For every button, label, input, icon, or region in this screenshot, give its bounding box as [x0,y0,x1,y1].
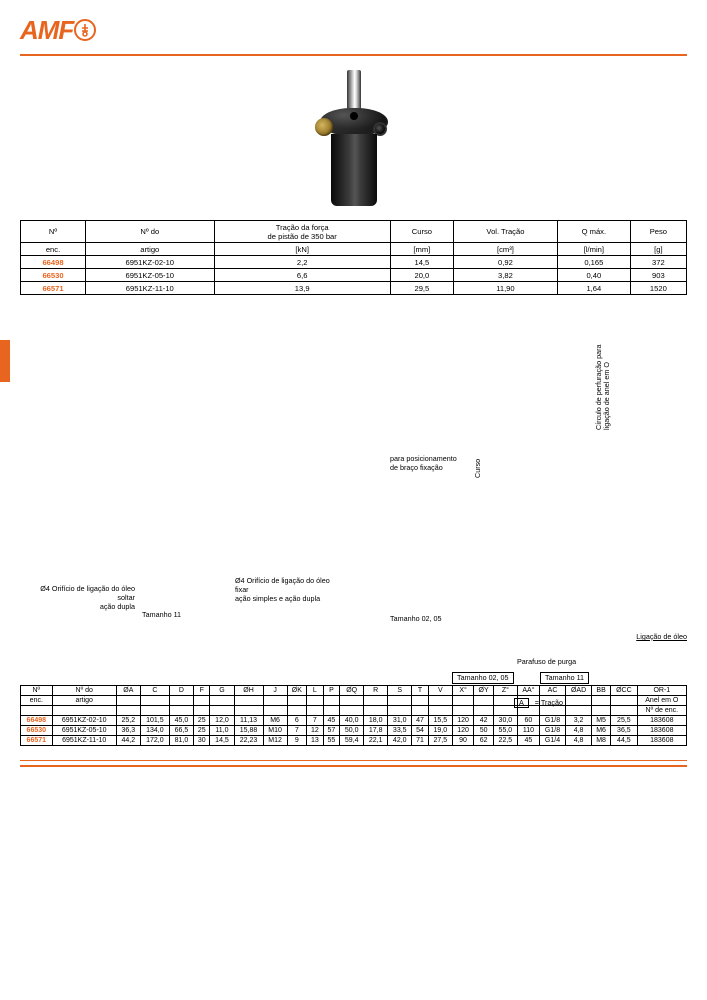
label-ligacao-oleo: Ligação de óleo [636,633,687,641]
label-oil-1a: Ø4 Orifício de ligação do óleo [20,585,135,593]
label-oil-2a: Ø4 Orifício de ligação do óleo [235,577,330,585]
label-circulo-perfuracao: Círculo de perfuração para ligação de an… [595,335,611,430]
label-tamanho-11b: Tamanho 11 [540,672,589,684]
logo-badge-icon [74,19,96,41]
diagram-area: Círculo de perfuração para ligação de an… [20,295,687,685]
spec-table-1: NºNº doTração da forçade pistão de 350 b… [20,220,687,295]
logo: AMF [20,10,687,50]
label-posicionamento-2: de braço fixação [390,464,443,472]
legend-val-tracao: = Tração [535,698,563,707]
dimension-table: NºNº doØACDFGØHJØKLPØQRSTVX°ØYZ°AA°ACØAD… [20,685,687,746]
divider [20,54,687,56]
legend-key-a: A [514,698,529,708]
label-oil-2c: ação simples e ação dupla [235,595,320,603]
side-tab [0,340,10,382]
label-parafuso: Parafuso de purga [517,658,576,666]
product-image [20,60,687,220]
divider [20,760,687,761]
logo-text: AMF [20,15,73,46]
label-tamanho-11a: Tamanho 11 [142,611,181,619]
label-oil-2b: fixar [235,586,249,594]
divider [20,765,687,767]
label-oil-1c: ação dupla [20,603,135,611]
label-curso: Curso [474,454,482,478]
label-posicionamento-1: para posicionamento [390,455,457,463]
label-oil-1b: soltar [20,594,135,602]
label-tamanho-0205a: Tamanho 02, 05 [390,615,442,623]
label-tamanho-0205b: Tamanho 02, 05 [452,672,514,684]
